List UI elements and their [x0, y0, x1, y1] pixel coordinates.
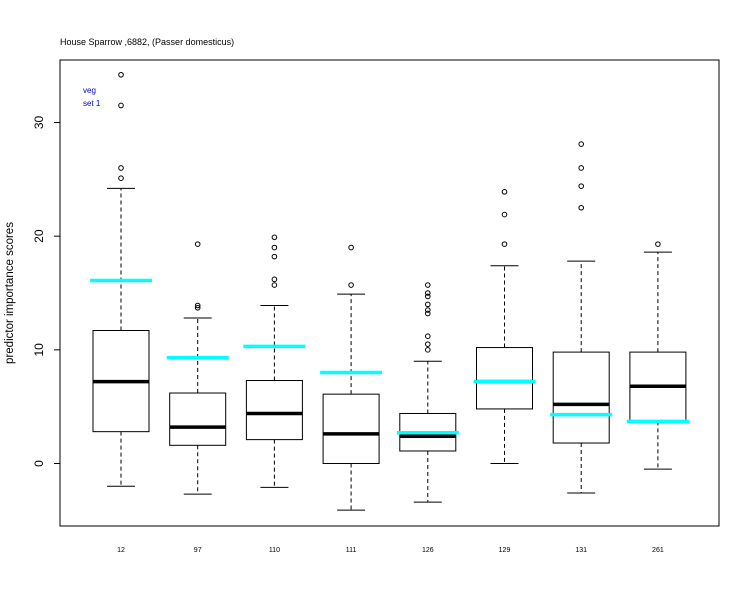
legend-line-2: set 1	[83, 99, 101, 108]
outlier-point	[271, 276, 278, 283]
outlier-point	[425, 290, 431, 296]
box-group-261	[626, 241, 689, 470]
outlier-point	[425, 347, 431, 353]
outlier-point	[271, 244, 278, 251]
outlier-point	[271, 253, 278, 260]
outlier-point	[501, 189, 508, 195]
outlier-point	[118, 175, 124, 182]
outlier-point	[118, 165, 124, 171]
outlier-point	[425, 293, 431, 300]
outlier-point	[271, 282, 278, 288]
outlier-point	[118, 102, 124, 109]
outlier-point	[194, 241, 201, 247]
outlier-point	[578, 165, 585, 171]
outlier-point	[578, 204, 585, 211]
box-group-129	[473, 189, 536, 464]
x-tick-label: 12	[117, 547, 125, 554]
x-tick-label: 129	[499, 547, 511, 554]
box-group-12	[90, 71, 152, 487]
y-tick-label: 10	[32, 343, 46, 357]
outlier-point	[501, 211, 508, 218]
box-group-126	[396, 282, 459, 503]
y-axis: 0 10 20 30	[32, 116, 61, 467]
iqr-box	[245, 380, 303, 441]
outlier-point	[655, 241, 661, 247]
outlier-point	[194, 304, 201, 311]
outlier-point	[271, 234, 278, 241]
iqr-box	[552, 351, 610, 444]
outlier-point	[425, 282, 431, 288]
box-group-110	[243, 234, 306, 488]
boxes-layer	[90, 71, 689, 511]
box-group-111	[320, 244, 383, 511]
outlier-point	[194, 302, 201, 309]
outlier-point	[578, 141, 585, 147]
x-axis-labels: 12 97 110 111 126 129 131 261	[117, 547, 664, 554]
outlier-point	[425, 310, 431, 317]
outlier-point	[348, 244, 354, 251]
outlier-point	[501, 241, 508, 247]
outlier-point	[425, 301, 431, 308]
plot-area	[59, 59, 720, 527]
iqr-box	[476, 347, 533, 410]
chart-title: House Sparrow ,6882, (Passer domesticus)	[60, 37, 234, 47]
outlier-point	[425, 333, 431, 339]
x-tick-label: 97	[194, 547, 202, 554]
outlier-point	[425, 307, 431, 313]
x-tick-label: 261	[652, 547, 664, 554]
x-tick-label: 111	[346, 547, 357, 554]
y-axis-label: predictor importance scores	[4, 222, 16, 364]
outlier-point	[348, 282, 354, 288]
y-tick-label: 20	[32, 229, 46, 243]
x-tick-label: 110	[269, 547, 280, 554]
box-group-97	[166, 241, 229, 495]
y-tick-label: 30	[32, 116, 46, 130]
outlier-point	[118, 71, 124, 78]
x-tick-label: 131	[575, 547, 587, 554]
y-tick-label: 0	[32, 460, 46, 467]
outlier-point	[578, 183, 585, 189]
iqr-box	[322, 393, 380, 464]
x-tick-label: 126	[422, 547, 434, 554]
box-group-131	[550, 141, 613, 494]
legend-line-1: veg	[83, 86, 96, 95]
outlier-point	[425, 341, 431, 347]
iqr-box	[169, 392, 227, 446]
